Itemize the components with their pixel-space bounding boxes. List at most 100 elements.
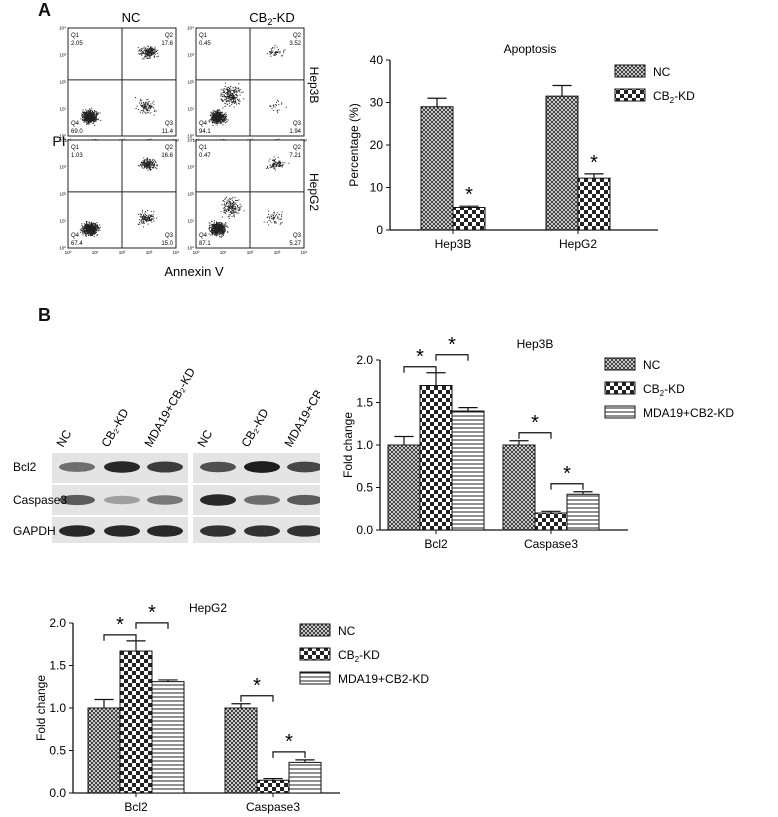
flow-event-dot: [228, 96, 229, 98]
flow-event-dot: [224, 197, 226, 199]
flow-event-dot: [146, 166, 147, 168]
flow-event-dot: [220, 226, 221, 228]
flow-event-dot: [230, 211, 232, 213]
flow-event-dot: [89, 231, 91, 233]
flow-event-dot: [211, 234, 213, 236]
flow-event-dot: [97, 112, 99, 114]
flow-event-dot: [146, 53, 148, 55]
flow-event-dot: [143, 160, 145, 162]
flow-event-dot: [150, 105, 152, 107]
flow-event-dot: [220, 115, 222, 116]
flow-event-dot: [231, 208, 233, 210]
flow-event-dot: [219, 110, 221, 112]
flow-event-dot: [98, 230, 100, 232]
flow-event-dot: [95, 116, 97, 118]
flow-event-dot: [278, 165, 280, 167]
flow-event-dot: [282, 55, 284, 57]
flow-event-dot: [222, 233, 224, 235]
flow-event-dot: [151, 46, 153, 48]
flow-event-dot: [211, 226, 213, 228]
flow-event-dot: [86, 114, 88, 116]
flow-event-dot: [145, 217, 147, 219]
flow-event-dot: [236, 103, 238, 105]
flow-event-dot: [230, 85, 232, 87]
flow-event-dot: [149, 57, 151, 59]
flow-event-dot: [211, 230, 213, 232]
flow-event-dot: [219, 227, 221, 229]
flow-event-dot: [151, 106, 153, 108]
flow-event-dot: [226, 203, 227, 205]
flow-event-dot: [235, 88, 237, 90]
flow-event-dot: [155, 167, 157, 169]
flow-event-dot: [94, 231, 95, 233]
legend-swatch: [299, 671, 331, 685]
flow-event-dot: [273, 47, 275, 49]
flow-event-dot: [153, 211, 155, 213]
flow-event-dot: [238, 100, 240, 102]
flow-event-dot: [146, 106, 148, 108]
flow-y-tick: 10⁰: [187, 134, 194, 139]
flow-event-dot: [224, 206, 225, 208]
flow-event-dot: [231, 97, 233, 99]
flow-event-dot: [270, 50, 272, 52]
flow-event-dot: [135, 108, 137, 109]
flow-event-dot: [278, 166, 280, 168]
flow-event-dot: [233, 204, 235, 206]
flow-event-dot: [150, 49, 152, 51]
flow-event-dot: [281, 218, 283, 220]
flow-event-dot: [144, 159, 146, 161]
flow-event-dot: [224, 205, 226, 207]
flow-event-dot: [229, 95, 231, 97]
flow-event-dot: [154, 55, 155, 57]
flow-event-dot: [238, 99, 240, 101]
flow-event-dot: [228, 96, 230, 98]
flow-event-dot: [82, 109, 84, 111]
flow-event-dot: [140, 101, 142, 103]
blot-band: [59, 494, 95, 506]
flow-event-dot: [224, 228, 226, 230]
flow-event-dot: [87, 226, 88, 228]
flow-event-dot: [283, 52, 285, 54]
flow-event-dot: [150, 48, 152, 49]
flow-event-dot: [219, 120, 221, 122]
flow-event-dot: [215, 232, 217, 234]
flow-event-dot: [231, 207, 233, 209]
flow-event-dot: [214, 220, 216, 222]
flow-event-dot: [273, 168, 275, 170]
flow-event-dot: [235, 87, 237, 89]
flow-event-dot: [270, 216, 272, 218]
flow-event-dot: [228, 197, 230, 199]
flow-event-dot: [273, 216, 275, 218]
flow-event-dot: [148, 53, 150, 55]
flow-event-dot: [223, 118, 225, 120]
flow-event-dot: [144, 107, 146, 109]
flow-event-dot: [83, 112, 85, 114]
flow-event-dot: [231, 102, 233, 104]
flow-x-tick: 10³: [274, 250, 281, 255]
flow-event-dot: [81, 113, 83, 115]
flow-event-dot: [143, 223, 145, 224]
flow-event-dot: [151, 161, 153, 163]
flow-event-dot: [229, 102, 230, 104]
flow-event-dot: [139, 219, 141, 221]
flow-event-dot: [232, 211, 234, 213]
flow-event-dot: [84, 119, 86, 121]
flow-event-dot: [222, 231, 224, 233]
flow-event-dot: [146, 52, 148, 54]
flow-event-dot: [222, 88, 224, 90]
flow-event-dot: [97, 228, 99, 230]
flow-event-dot: [221, 204, 223, 206]
flow-event-dot: [271, 51, 273, 53]
flow-event-dot: [148, 161, 149, 163]
flow-event-dot: [148, 217, 150, 219]
flow-event-dot: [225, 96, 227, 97]
flow-event-dot: [279, 165, 281, 167]
panel-label-b: B: [38, 305, 51, 325]
flow-event-dot: [221, 216, 223, 218]
flow-event-dot: [217, 121, 219, 123]
flow-event-dot: [144, 162, 146, 164]
flow-event-dot: [234, 91, 236, 93]
legend-swatch: [614, 64, 646, 78]
flow-event-dot: [219, 113, 221, 115]
flow-event-dot: [273, 159, 275, 161]
